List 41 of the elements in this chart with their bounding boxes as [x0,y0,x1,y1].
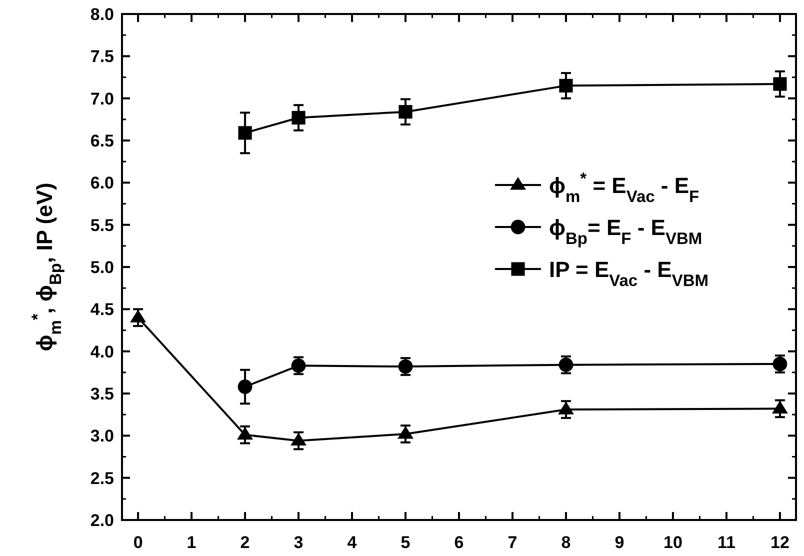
x-tick-label: 9 [614,533,624,552]
x-tick-label: 11 [717,533,736,552]
y-tick-label: 2.0 [90,511,114,530]
y-tick-label: 3.5 [90,384,114,404]
point [773,77,787,91]
y-tick-label: 4.5 [90,300,114,320]
y-tick-label: 3.0 [90,426,114,446]
point [238,126,252,140]
y-tick-label: 2.5 [90,468,114,488]
point [237,426,254,440]
point [772,400,788,414]
x-tick-label: 10 [664,533,682,552]
x-tick-label: 5 [400,533,410,552]
x-tick-label: 7 [508,533,518,552]
x-tick-label: 8 [561,533,571,552]
point [398,105,412,119]
x-tick-label: 3 [294,533,304,552]
legend-label: ϕ$_{m}$$^{*}$ = E$_{Vac}$ - E$_{F}$ [549,170,700,206]
legend-label: IP = E$_{Vac}$ - E$_{VBM}$ [549,257,708,290]
x-tick-label: 4 [347,533,358,552]
y-tick-label: 5.5 [90,216,114,235]
point [292,110,306,125]
y-tick-label: 5.0 [90,258,114,277]
y-tick-label: 4.0 [90,342,114,362]
y-tick-label: 6.5 [90,132,114,150]
y-tick-label: 7.5 [90,47,114,66]
x-tick-label: 2 [240,533,250,552]
y-tick-label: 8.0 [90,5,114,24]
x-tick-label: 1 [186,533,196,552]
point [398,426,414,439]
x-tick-label: 12 [770,533,790,552]
point [291,358,306,373]
point [558,402,574,414]
y-tick-label: 6.0 [90,174,114,193]
legend-label: ϕ$_{Bp}$= E$_{F}$ - E$_{VBM}$ [549,215,702,248]
point [559,78,573,92]
x-tick-label: 0 [133,533,143,552]
point [290,432,307,446]
x-tick-label: 6 [454,533,464,552]
point [238,380,252,394]
y-tick-label: 7.0 [90,89,114,108]
